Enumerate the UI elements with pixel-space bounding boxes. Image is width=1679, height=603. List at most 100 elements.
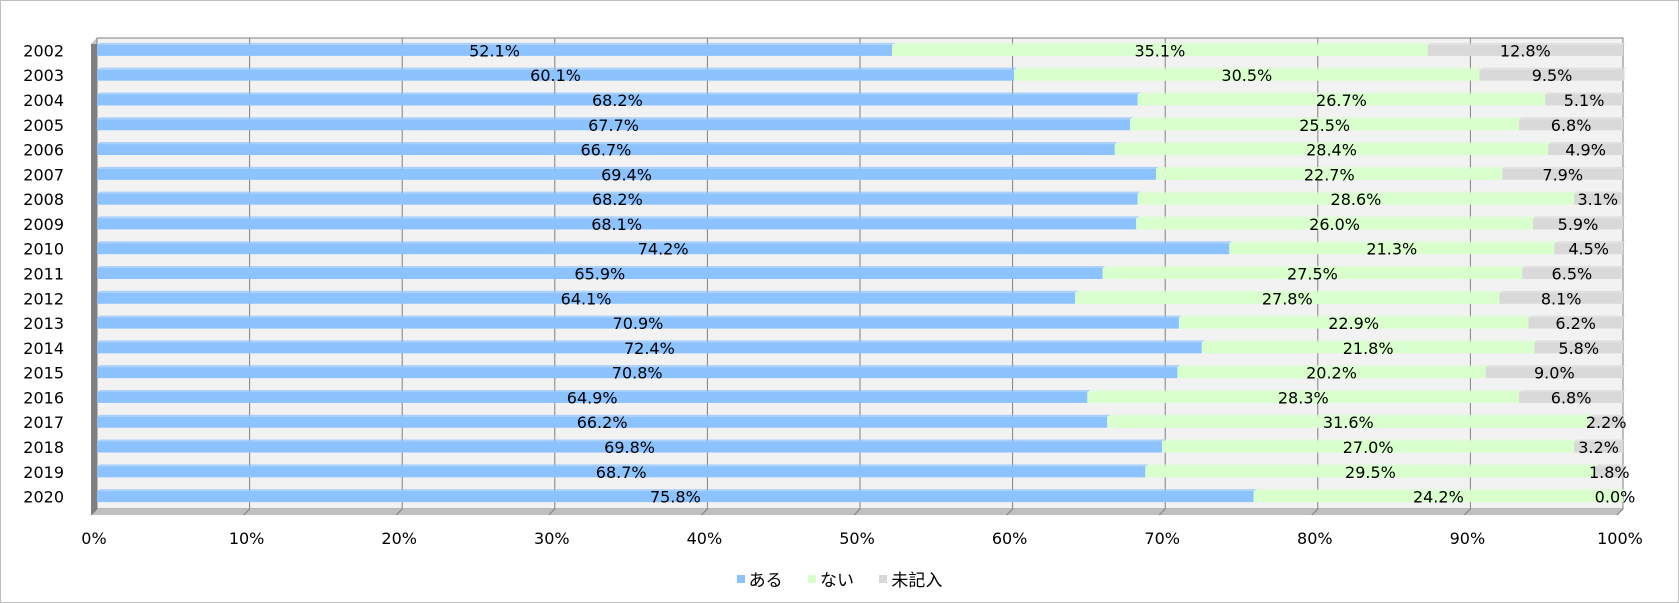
data-label: 66.7% (581, 141, 632, 160)
bar-segment (97, 268, 1103, 279)
y-tick-label: 2014 (23, 339, 64, 358)
bar-segment-top (1534, 340, 1626, 343)
data-label: 5.8% (1558, 339, 1599, 358)
bar-segment-top (1114, 142, 1552, 145)
gridline-floor (548, 508, 556, 516)
bar-segment (1114, 144, 1549, 156)
bar-segment-top (1479, 67, 1628, 70)
data-label: 28.4% (1306, 141, 1357, 160)
data-label: 64.9% (567, 388, 618, 407)
bar-segment-top (97, 191, 1141, 194)
bar-segment-top (97, 142, 1118, 145)
x-tick-label: 10% (229, 529, 265, 548)
x-tick-label: 70% (1144, 529, 1180, 548)
bar-segment (97, 491, 1254, 503)
bar-segment (1137, 94, 1546, 106)
bar-segment (1201, 342, 1535, 354)
bar-segment-top (1075, 290, 1503, 293)
bar-segment (1485, 367, 1623, 379)
x-tick-label: 20% (381, 529, 417, 548)
data-label: 3.1% (1577, 190, 1618, 209)
bar-segment (1502, 168, 1623, 180)
x-tick-label: 50% (839, 529, 875, 548)
data-labels: 52.1% 35.1% 12.8% 60.1% 30.5% 9.5% 68.2% 26.7% 5… (469, 41, 1635, 506)
y-tick-label: 2002 (23, 41, 64, 60)
y-tick-label: 2017 (23, 413, 64, 432)
bar-segment-top (97, 216, 1140, 219)
bar-segment (97, 144, 1115, 156)
data-label: 26.7% (1316, 91, 1367, 110)
bar-segment (1177, 367, 1486, 379)
bar-segment (97, 193, 1138, 205)
data-label: 25.5% (1299, 116, 1350, 135)
gridline-floor (90, 508, 98, 516)
data-label: 7.9% (1542, 165, 1583, 184)
bar-segment (97, 416, 1108, 428)
bar-segment (97, 69, 1015, 81)
bar-segment-top (1595, 464, 1626, 467)
bar-segment (1574, 441, 1623, 453)
data-label: 69.8% (604, 438, 655, 457)
bar-segment (1102, 268, 1523, 279)
bar-segment-top (97, 290, 1079, 293)
data-label: 28.6% (1331, 190, 1382, 209)
bar-segment (1136, 218, 1533, 230)
bar-segment-top (1014, 67, 1483, 70)
bar-segment-top (97, 241, 1233, 244)
data-label: 65.9% (574, 265, 625, 284)
bar-segment (97, 317, 1179, 329)
legend-swatch-aru (736, 574, 745, 583)
bar-segment-top (892, 42, 1431, 45)
bar-segment (1075, 292, 1500, 304)
data-label: 9.5% (1532, 66, 1573, 85)
bar-segment-top (1087, 389, 1523, 392)
bar-segment (1229, 243, 1555, 255)
bar-segment (97, 342, 1202, 354)
y-tick-label: 2019 (23, 463, 64, 482)
bar-segment-top (1499, 290, 1626, 293)
bar-segment-top (1502, 166, 1626, 169)
bar-segment-top (1485, 365, 1626, 368)
bar-segment (1253, 491, 1623, 503)
bar-segment-top (97, 117, 1134, 120)
y-tick-label: 2008 (23, 190, 64, 209)
bar-segment-top (1137, 92, 1549, 95)
data-label: 24.2% (1413, 488, 1464, 507)
bar-segment (1548, 144, 1623, 156)
bar-segment (97, 168, 1157, 180)
bar-segment (1107, 416, 1590, 428)
data-label: 28.3% (1278, 388, 1329, 407)
bar-segment-top (1136, 216, 1536, 219)
y-tick-label: 2004 (23, 91, 64, 110)
bar-segment-top (1162, 439, 1578, 442)
gridline-floor (1006, 508, 1013, 516)
bar-segment-top (97, 340, 1205, 343)
data-label: 21.3% (1366, 240, 1417, 259)
bar-segment-top (97, 67, 1018, 70)
data-label: 60.1% (530, 66, 581, 85)
data-label: 0.0% (1595, 488, 1636, 507)
data-label: 21.8% (1343, 339, 1394, 358)
bar-segment (97, 44, 893, 56)
bar-segment-top (1145, 464, 1599, 467)
bar-segment (97, 391, 1088, 403)
bar-segment-top (1528, 315, 1626, 318)
gridline-floor (1616, 508, 1624, 516)
x-axis-tick-labels: 0% 10% 20% 30% 40% 50% 60% 70% 80% 90% 100% (81, 529, 1643, 548)
bar-segment (97, 441, 1163, 453)
data-label: 4.5% (1568, 240, 1609, 259)
y-tick-label: 2009 (23, 215, 64, 234)
bar-segment-top (1427, 42, 1626, 45)
legend-item-mikinyu: 未記入 (879, 566, 942, 591)
bar-segment (1499, 292, 1623, 304)
data-label: 74.2% (638, 240, 689, 259)
data-label: 4.9% (1565, 141, 1606, 160)
bar-segment (97, 119, 1131, 131)
data-label: 2.2% (1586, 413, 1627, 432)
bar-segment-top (1229, 241, 1558, 244)
data-label: 22.7% (1304, 165, 1355, 184)
legend-label-nai: ない (820, 571, 854, 591)
bar-segment-top (1107, 414, 1593, 417)
bar-segment (1156, 168, 1503, 180)
